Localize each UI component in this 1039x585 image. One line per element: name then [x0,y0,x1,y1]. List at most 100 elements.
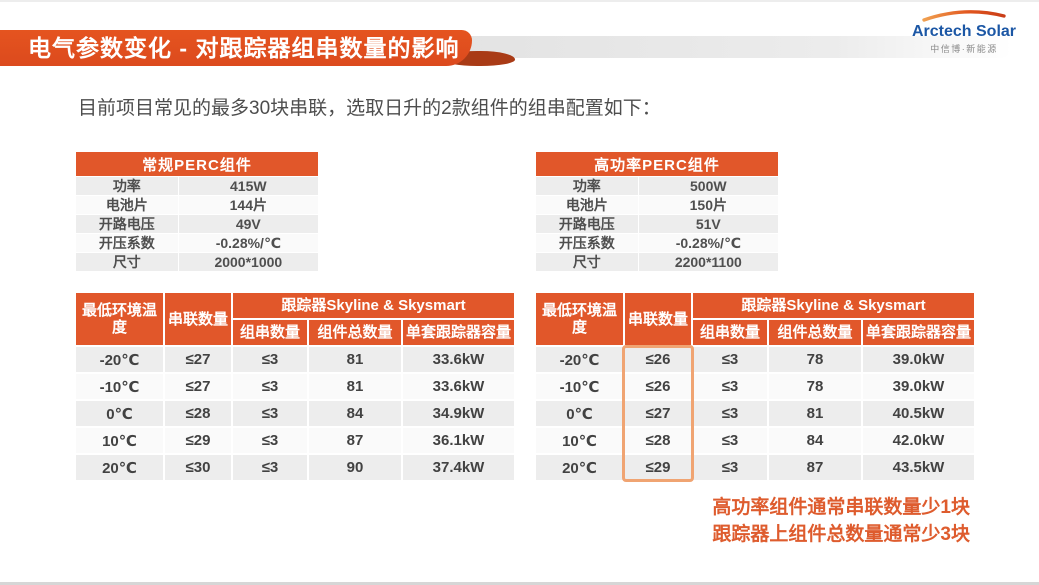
cell-strings: ≤3 [693,428,767,453]
cell-temp: 10℃ [536,428,623,453]
cell-modules: 87 [309,428,401,453]
cell-temp: 10℃ [76,428,163,453]
cell-strings: ≤3 [693,347,767,372]
cell-capacity: 33.6kW [403,347,514,372]
module-table-title: 高功率PERC组件 [536,152,778,176]
cell-series: ≤27 [625,401,691,426]
col-header-min-temp: 最低环境温度 [76,293,163,345]
logo-name: Arctech Solar [911,23,1017,40]
cell-series: ≤30 [165,455,231,480]
spec-label: 开压系数 [76,234,178,252]
string-config-table-highpower: 最低环境温度 串联数量 跟踪器Skyline & Skysmart 组串数量 组… [536,293,974,482]
col-header-series: 串联数量 [625,293,691,345]
col-header-min-temp: 最低环境温度 [536,293,623,345]
spec-label: 开压系数 [536,234,638,252]
cell-capacity: 39.0kW [863,347,974,372]
cell-modules: 81 [769,401,861,426]
cell-modules: 78 [769,374,861,399]
cell-series: ≤28 [625,428,691,453]
cell-temp: -20℃ [76,347,163,372]
spec-label: 功率 [536,177,638,195]
slide-title: 电气参数变化 - 对跟踪器组串数量的影响 [28,35,460,61]
cell-series: ≤26 [625,347,691,372]
col-header-strings: 组串数量 [693,320,767,345]
logo-arc-icon [922,10,1006,22]
cell-temp: -10℃ [76,374,163,399]
col-header-series: 串联数量 [165,293,231,345]
cell-capacity: 37.4kW [403,455,514,480]
spec-value: 51V [638,215,778,233]
spec-value: -0.28%/℃ [638,234,778,252]
cell-strings: ≤3 [233,428,307,453]
spec-label: 尺寸 [536,253,638,271]
module-spec-table-regular: 常规PERC组件 功率 415W 电池片 144片 开路电压 49V 开压系数 -0.2… [76,152,318,271]
col-header-modules: 组件总数量 [309,320,401,345]
cell-strings: ≤3 [693,374,767,399]
spec-label: 功率 [76,177,178,195]
cell-strings: ≤3 [233,455,307,480]
cell-temp: 20℃ [536,455,623,480]
string-config-grid: 最低环境温度 串联数量 跟踪器Skyline & Skysmart 组串数量 组… [76,293,514,480]
string-config-grid: 最低环境温度 串联数量 跟踪器Skyline & Skysmart 组串数量 组… [536,293,974,480]
cell-strings: ≤3 [233,347,307,372]
col-header-capacity: 单套跟踪器容量 [403,320,514,345]
banner-gray-ribbon [420,36,1012,58]
col-header-modules: 组件总数量 [769,320,861,345]
cell-capacity: 42.0kW [863,428,974,453]
note-line: 高功率组件通常串联数量少1块 [712,497,970,518]
cell-modules: 81 [309,374,401,399]
module-spec-table-highpower: 高功率PERC组件 功率 500W 电池片 150片 开路电压 51V 开压系数 -0.… [536,152,778,271]
cell-capacity: 34.9kW [403,401,514,426]
spec-label: 电池片 [76,196,178,214]
cell-temp: -10℃ [536,374,623,399]
col-header-tracker-group: 跟踪器Skyline & Skysmart [693,293,974,318]
spec-value: 150片 [638,196,778,214]
spec-value: 2200*1100 [638,253,778,271]
spec-label: 开路电压 [76,215,178,233]
logo-tagline: 中信博·新能源 [930,44,998,54]
slide-bottom-edge [0,582,1039,585]
cell-series: ≤28 [165,401,231,426]
cell-capacity: 43.5kW [863,455,974,480]
cell-capacity: 40.5kW [863,401,974,426]
cell-strings: ≤3 [233,374,307,399]
spec-label: 尺寸 [76,253,178,271]
conclusion-notes: 高功率组件通常串联数量少1块 跟踪器上组件总数量通常少3块 [712,494,970,548]
cell-strings: ≤3 [233,401,307,426]
cell-series: ≤27 [165,347,231,372]
spec-value: 144片 [178,196,318,214]
cell-capacity: 39.0kW [863,374,974,399]
col-header-strings: 组串数量 [233,320,307,345]
spec-label: 开路电压 [536,215,638,233]
cell-temp: -20℃ [536,347,623,372]
spec-value: 49V [178,215,318,233]
slide-title-banner: 电气参数变化 - 对跟踪器组串数量的影响 [0,30,472,66]
cell-modules: 84 [769,428,861,453]
cell-strings: ≤3 [693,455,767,480]
cell-series: ≤29 [165,428,231,453]
note-line: 跟踪器上组件总数量通常少3块 [712,524,970,545]
slide-top-edge [0,0,1039,2]
cell-capacity: 33.6kW [403,374,514,399]
string-config-table-regular: 最低环境温度 串联数量 跟踪器Skyline & Skysmart 组串数量 组… [76,293,514,480]
cell-modules: 87 [769,455,861,480]
cell-modules: 84 [309,401,401,426]
cell-series: ≤27 [165,374,231,399]
module-table-title: 常规PERC组件 [76,152,318,176]
cell-temp: 20℃ [76,455,163,480]
spec-value: 415W [178,177,318,195]
col-header-tracker-group: 跟踪器Skyline & Skysmart [233,293,514,318]
cell-series: ≤26 [625,374,691,399]
arctech-logo: Arctech Solar 中信博·新能源 [897,7,1031,55]
cell-strings: ≤3 [693,401,767,426]
cell-temp: 0℃ [536,401,623,426]
spec-value: -0.28%/℃ [178,234,318,252]
cell-modules: 81 [309,347,401,372]
col-header-capacity: 单套跟踪器容量 [863,320,974,345]
cell-capacity: 36.1kW [403,428,514,453]
cell-temp: 0℃ [76,401,163,426]
cell-modules: 90 [309,455,401,480]
spec-value: 500W [638,177,778,195]
cell-modules: 78 [769,347,861,372]
spec-value: 2000*1000 [178,253,318,271]
